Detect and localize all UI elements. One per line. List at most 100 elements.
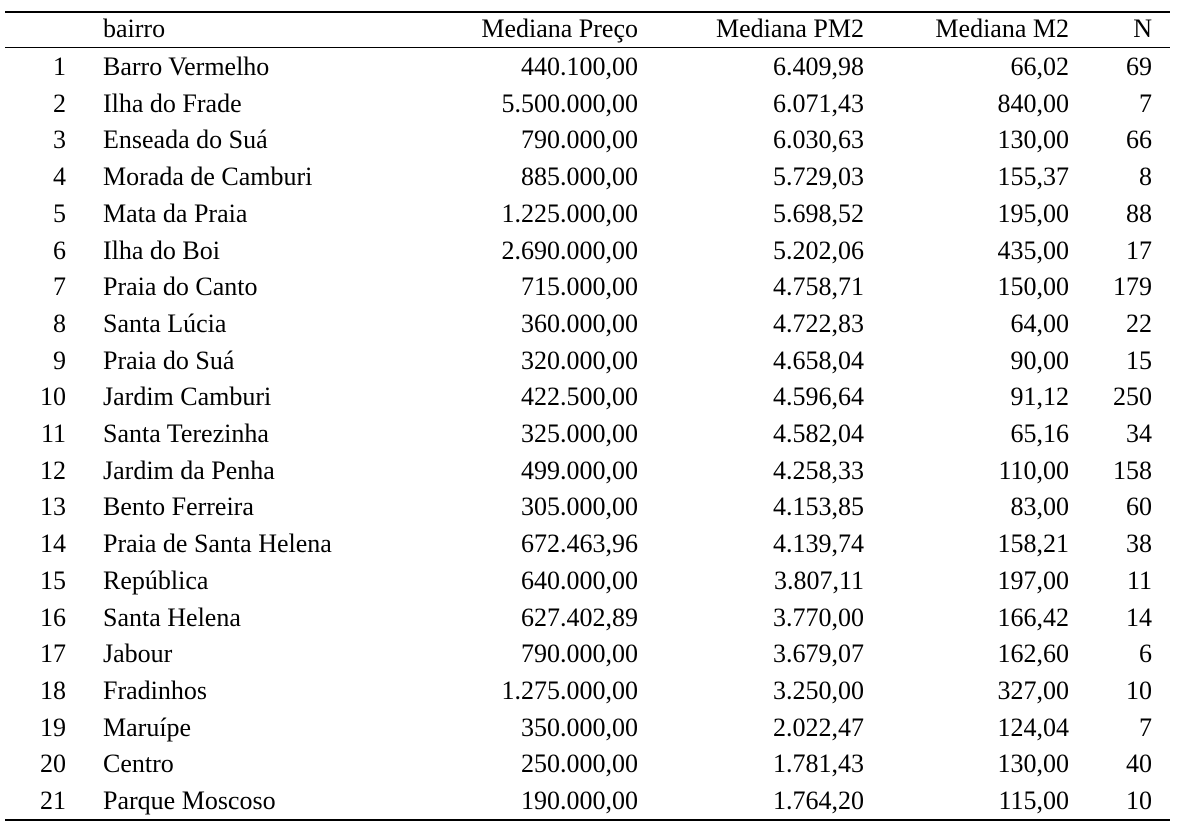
- row-number: 8: [53, 308, 66, 338]
- table-cell: Barro Vermelho: [103, 52, 270, 81]
- table-cell: Jabour: [103, 639, 173, 669]
- row-number: 7: [53, 272, 66, 302]
- table-cell: 115,00: [998, 786, 1069, 815]
- table-cell: 4.758,71: [773, 272, 864, 302]
- table-cell: 64,00: [1010, 308, 1070, 338]
- table-cell: 627.402,89: [521, 602, 638, 632]
- header-cell: Mediana M2: [935, 14, 1069, 43]
- table-cell: 110,00: [998, 455, 1069, 485]
- table-cell: 3.250,00: [773, 675, 864, 705]
- table-cell: 250: [1113, 382, 1152, 412]
- table-cell: 3.770,00: [773, 602, 864, 632]
- table-cell: 130,00: [997, 749, 1070, 779]
- table-cell: 7: [1139, 712, 1152, 742]
- table-cell: Centro: [103, 749, 174, 779]
- table-cell: 435,00: [997, 235, 1070, 265]
- row-number: 5: [53, 198, 66, 228]
- table-cell: 11: [1126, 565, 1152, 595]
- table-cell: Santa Lúcia: [103, 308, 227, 338]
- table-cell: 4.582,04: [773, 419, 864, 448]
- table-cell: Fradinhos: [103, 675, 207, 705]
- table-cell: Parque Moscoso: [103, 786, 276, 815]
- table-cell: 672.463,96: [521, 529, 638, 559]
- table-cell: 197,00: [997, 565, 1070, 595]
- table-cell: 325.000,00: [521, 419, 638, 448]
- table-cell: 1.764,20: [773, 786, 864, 815]
- table-cell: 69: [1126, 52, 1152, 81]
- row-number: 6: [53, 235, 66, 265]
- table-cell: 440.100,00: [521, 52, 638, 81]
- row-number: 16: [40, 602, 66, 632]
- table-cell: 8: [1139, 162, 1152, 192]
- table-cell: 350.000,00: [521, 712, 638, 742]
- table-cell: 17: [1126, 235, 1152, 265]
- row-number: 4: [53, 162, 66, 192]
- row-number: 18: [40, 675, 66, 705]
- row-number: 19: [40, 712, 66, 742]
- table-cell: 179: [1113, 272, 1152, 302]
- table-cell: 1.225.000,00: [501, 198, 639, 228]
- table-cell: 250.000,00: [521, 749, 638, 779]
- table-cell: Praia do Canto: [103, 272, 258, 302]
- table-cell: 88: [1126, 198, 1152, 228]
- table-cell: 91,12: [1010, 382, 1070, 412]
- header-cell: Mediana Preço: [481, 14, 638, 43]
- table-cell: 15: [1126, 345, 1152, 375]
- table-cell: 162,60: [997, 639, 1070, 669]
- table-cell: 14: [1126, 602, 1152, 632]
- table-cell: Praia do Suá: [103, 345, 235, 375]
- table-cell: 4.258,33: [773, 455, 864, 485]
- table-cell: 885.000,00: [521, 162, 638, 192]
- table-cell: 4.658,04: [773, 345, 864, 375]
- table-cell: 66: [1126, 125, 1152, 155]
- table-cell: 790.000,00: [521, 639, 638, 669]
- table-cell: 4.139,74: [773, 529, 864, 559]
- table-cell: 6.030,63: [773, 125, 864, 155]
- header-cell: bairro: [103, 14, 166, 43]
- table-cell: 158: [1113, 455, 1152, 485]
- table-cell: 2.690.000,00: [501, 235, 639, 265]
- table-cell: 155,37: [997, 162, 1070, 192]
- table-cell: Morada de Camburi: [103, 162, 313, 192]
- table-cell: 5.500.000,00: [501, 88, 639, 118]
- table-cell: Santa Helena: [103, 602, 241, 632]
- header-cell: N: [1133, 14, 1152, 43]
- top-rule: [5, 11, 1170, 13]
- table-cell: 130,00: [997, 125, 1070, 155]
- row-number: 15: [40, 565, 66, 595]
- table-cell: Enseada do Suá: [103, 125, 268, 155]
- table-cell: 840,00: [997, 88, 1070, 118]
- row-number: 3: [53, 125, 66, 155]
- table-cell: 66,02: [1010, 52, 1070, 81]
- row-number: 13: [40, 492, 66, 522]
- table-cell: 499.000,00: [521, 455, 638, 485]
- table-cell: 4.153,85: [773, 492, 864, 522]
- table-cell: 360.000,00: [521, 308, 638, 338]
- row-number: 11: [40, 419, 66, 448]
- table-cell: 83,00: [1010, 492, 1070, 522]
- table-cell: 7: [1139, 88, 1152, 118]
- table-cell: Santa Terezinha: [103, 419, 269, 448]
- table-cell: 327,00: [997, 675, 1070, 705]
- table-cell: 65,16: [1010, 419, 1070, 448]
- row-number: 21: [40, 786, 66, 815]
- mid-rule: [5, 47, 1170, 48]
- header-cell: Mediana PM2: [715, 14, 864, 43]
- table-cell: 3.807,11: [773, 565, 864, 595]
- table-cell: 150,00: [997, 272, 1070, 302]
- table-cell: Ilha do Boi: [103, 235, 220, 265]
- table-cell: 6: [1139, 639, 1152, 669]
- table-cell: 158,21: [997, 529, 1070, 559]
- table-cell: 5.698,52: [773, 198, 864, 228]
- table-cell: Maruípe: [103, 712, 192, 742]
- table-cell: Praia de Santa Helena: [103, 529, 332, 559]
- table-cell: 3.679,07: [773, 639, 864, 669]
- table-cell: 1.781,43: [773, 749, 864, 779]
- table-cell: 40: [1126, 749, 1152, 779]
- table-cell: 166,42: [997, 602, 1070, 632]
- row-number: 1: [53, 52, 66, 81]
- table-cell: 1.275.000,00: [501, 675, 639, 705]
- row-number: 14: [40, 529, 66, 559]
- table-cell: 5.729,03: [773, 162, 864, 192]
